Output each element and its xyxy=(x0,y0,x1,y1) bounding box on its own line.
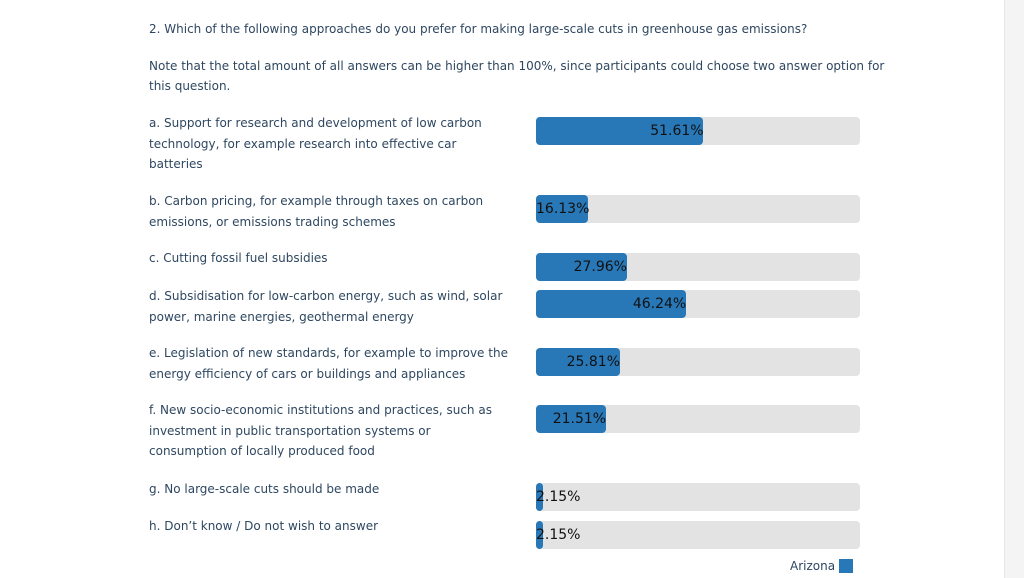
bar-track: 16.13% xyxy=(536,195,860,223)
bar-value-label: 21.51% xyxy=(552,411,607,427)
answer-label: f. New socio-economic institutions and p… xyxy=(149,403,492,458)
bar-value-label: 16.13% xyxy=(536,201,590,217)
legend-swatch xyxy=(839,559,854,573)
answer-label: c. Cutting fossil fuel subsidies xyxy=(149,251,328,265)
bar-value-label: 51.61% xyxy=(650,123,704,139)
bar xyxy=(536,290,686,318)
bar-value-label: 2.15% xyxy=(536,489,581,505)
legend-label: Arizona xyxy=(790,559,836,573)
answer-label: h. Don’t know / Do not wish to answer xyxy=(149,519,379,533)
bar xyxy=(536,348,620,376)
bar-value-label: 46.24% xyxy=(632,296,687,312)
scrollbar[interactable] xyxy=(1005,0,1024,578)
bar xyxy=(536,195,589,223)
bar-track: 46.24% xyxy=(536,290,860,318)
answer-label: g. No large-scale cuts should be made xyxy=(149,482,380,496)
bar-track: 2.15% xyxy=(536,483,860,511)
bar-track: 51.61% xyxy=(536,117,860,145)
bar-value-label: 25.81% xyxy=(566,354,620,370)
bar-track: 2.15% xyxy=(536,521,860,549)
bar xyxy=(536,405,606,433)
note-text: Note that the total amount of all answer… xyxy=(149,59,885,93)
bar-track: 27.96% xyxy=(536,253,860,281)
bar-track: 21.51% xyxy=(536,405,860,433)
bar xyxy=(536,253,627,281)
bar xyxy=(536,117,704,145)
bar xyxy=(536,483,543,511)
answer-label: a. Support for research and development … xyxy=(149,116,482,171)
answer-label: e. Legislation of new standards, for exa… xyxy=(149,346,508,381)
bar-value-label: 27.96% xyxy=(573,259,627,275)
question-text: 2. Which of the following approaches do … xyxy=(149,22,808,36)
bar-track: 25.81% xyxy=(536,348,860,376)
bar xyxy=(536,521,543,549)
answer-label: b. Carbon pricing, for example through t… xyxy=(149,194,484,229)
answer-label: d. Subsidisation for low-carbon energy, … xyxy=(149,289,503,324)
legend: Arizona xyxy=(790,558,854,574)
bar-value-label: 2.15% xyxy=(536,527,581,543)
